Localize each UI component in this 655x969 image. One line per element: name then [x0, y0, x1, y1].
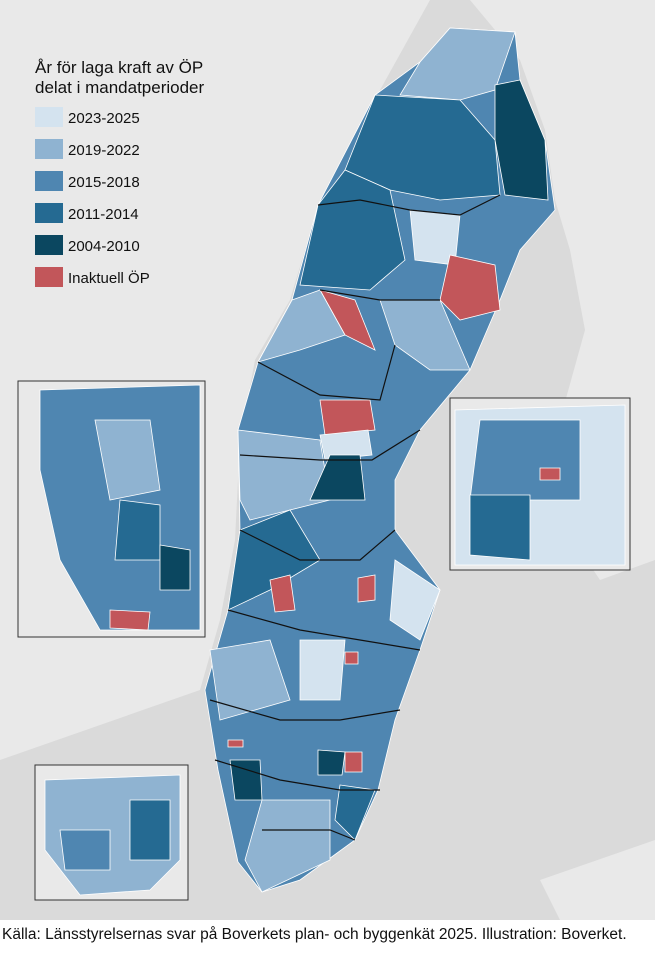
legend-label: 2004-2010	[68, 238, 140, 255]
legend-swatch	[35, 267, 63, 287]
region	[319, 429, 373, 461]
region	[309, 454, 366, 501]
inset-region	[469, 419, 581, 501]
region	[439, 254, 501, 321]
region	[299, 169, 406, 291]
inset-region	[94, 419, 161, 501]
legend-title: delat i mandatperioder	[35, 78, 205, 97]
region	[319, 399, 376, 436]
inset-region	[159, 544, 191, 591]
region	[257, 289, 346, 363]
legend-label: 2019-2022	[68, 142, 140, 159]
inset-region	[129, 799, 171, 861]
baltic-land	[540, 840, 655, 920]
inset-region	[109, 609, 151, 631]
region	[389, 559, 441, 641]
legend-label: 2011-2014	[68, 206, 139, 223]
region	[299, 639, 346, 701]
legend-title: År för laga kraft av ÖP	[35, 58, 203, 77]
legend-swatch	[35, 139, 63, 159]
region	[209, 639, 291, 721]
legend-label: 2023-2025	[68, 110, 140, 127]
map: År för laga kraft av ÖP delat i mandatpe…	[0, 0, 655, 920]
region	[357, 574, 376, 603]
region	[344, 651, 359, 665]
legend-swatch	[35, 203, 63, 223]
legend-swatch	[35, 235, 63, 255]
caption: Källa: Länsstyrelsernas svar på Boverket…	[2, 926, 627, 943]
county-border	[209, 194, 501, 841]
inset-region	[469, 494, 531, 561]
region	[317, 749, 346, 776]
region	[269, 574, 296, 613]
legend-label: Inaktuell ÖP	[68, 269, 150, 287]
legend: 2023-2025 2019-2022 2015-2018 2011-2014 2004…	[35, 107, 150, 287]
inset-region	[539, 467, 561, 481]
region	[227, 739, 244, 748]
inset-region	[59, 829, 111, 871]
region	[244, 799, 331, 893]
legend-swatch	[35, 107, 63, 127]
region	[344, 751, 363, 773]
legend-swatch	[35, 171, 63, 191]
legend-label: 2015-2018	[68, 174, 140, 191]
inset-region	[114, 499, 161, 561]
